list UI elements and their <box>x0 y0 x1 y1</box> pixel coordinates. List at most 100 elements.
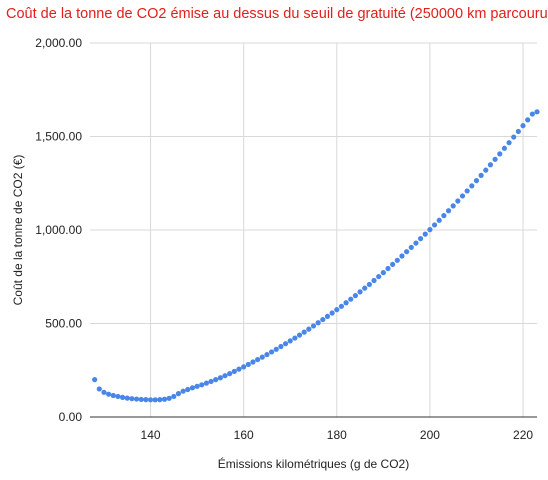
data-point <box>180 388 186 394</box>
data-point <box>161 396 168 402</box>
data-point <box>487 162 494 168</box>
data-point <box>506 140 512 146</box>
data-points <box>92 109 540 403</box>
data-point <box>301 329 307 335</box>
data-point <box>227 371 233 377</box>
data-point <box>194 383 200 389</box>
data-point <box>431 222 438 228</box>
data-point <box>492 156 498 162</box>
x-tick-label: 200 <box>420 428 440 442</box>
horizontal-gridlines <box>90 42 537 324</box>
data-point <box>171 393 177 400</box>
data-point <box>511 134 517 140</box>
x-tick-label: 140 <box>141 428 161 442</box>
data-point <box>259 354 265 360</box>
data-point <box>394 257 400 263</box>
data-point <box>357 289 363 295</box>
data-point <box>273 346 279 352</box>
data-point <box>525 117 531 123</box>
data-point <box>241 364 247 370</box>
data-point <box>292 335 298 341</box>
data-point <box>390 261 396 268</box>
data-point <box>222 373 228 379</box>
data-point <box>352 293 359 299</box>
y-tick-label: 500.00 <box>45 317 82 331</box>
data-point <box>338 303 345 309</box>
data-point <box>483 167 489 173</box>
data-point <box>320 316 326 323</box>
data-point <box>264 351 270 358</box>
data-point <box>217 375 223 381</box>
data-point <box>329 310 335 316</box>
data-point <box>422 231 428 237</box>
data-point <box>501 145 508 151</box>
data-point <box>520 123 526 129</box>
data-point <box>124 395 130 401</box>
data-point <box>404 249 410 255</box>
data-point <box>110 392 116 399</box>
data-point <box>450 203 456 209</box>
data-point <box>399 253 405 259</box>
data-point <box>497 151 503 157</box>
x-axis-tick-labels: 140 160 180 200 220 <box>141 428 534 442</box>
data-point <box>152 397 158 403</box>
data-point <box>417 236 424 242</box>
data-point <box>343 300 349 306</box>
data-point <box>147 397 154 403</box>
data-point <box>334 307 340 313</box>
data-point <box>380 270 386 276</box>
y-axis-title: Coût de la tonne de CO2 (€) <box>11 155 25 306</box>
data-point <box>385 265 391 272</box>
data-point <box>236 366 242 372</box>
data-point <box>436 217 442 223</box>
data-point <box>408 244 414 250</box>
data-point <box>166 395 172 401</box>
data-point <box>478 172 484 178</box>
data-point <box>287 338 293 344</box>
x-tick-label: 220 <box>513 428 533 442</box>
data-point <box>278 343 284 350</box>
data-point <box>143 397 149 403</box>
data-point <box>175 391 182 397</box>
data-point <box>455 198 461 204</box>
data-point <box>106 391 112 397</box>
data-point <box>366 281 372 288</box>
data-point <box>371 277 377 284</box>
data-point <box>515 128 521 135</box>
data-point <box>268 349 275 355</box>
y-tick-label: 1,500.00 <box>35 130 82 144</box>
data-point <box>469 183 475 189</box>
data-point <box>245 361 251 368</box>
data-point <box>101 389 107 395</box>
data-point <box>441 213 447 219</box>
data-point <box>208 378 214 385</box>
data-point <box>231 368 237 374</box>
data-point <box>296 332 303 338</box>
data-point <box>92 377 98 383</box>
data-point <box>203 380 210 386</box>
data-point <box>119 394 126 400</box>
data-point <box>427 227 433 233</box>
data-point <box>115 393 121 400</box>
x-tick-label: 160 <box>234 428 254 442</box>
data-point <box>213 377 219 383</box>
data-point <box>133 396 140 402</box>
data-point <box>306 326 312 332</box>
data-point <box>138 396 144 403</box>
data-point <box>529 111 535 117</box>
data-point <box>189 385 196 391</box>
data-point <box>534 109 540 115</box>
data-point <box>445 208 452 214</box>
data-point <box>96 386 102 392</box>
data-point <box>185 386 191 393</box>
data-point <box>473 178 480 184</box>
data-point <box>250 359 256 365</box>
data-point <box>310 323 317 329</box>
x-tick-label: 180 <box>327 428 347 442</box>
y-tick-label: 1,000.00 <box>35 223 82 237</box>
data-point <box>324 313 331 319</box>
data-point <box>376 273 382 280</box>
data-point <box>464 188 470 194</box>
data-point <box>413 240 419 246</box>
